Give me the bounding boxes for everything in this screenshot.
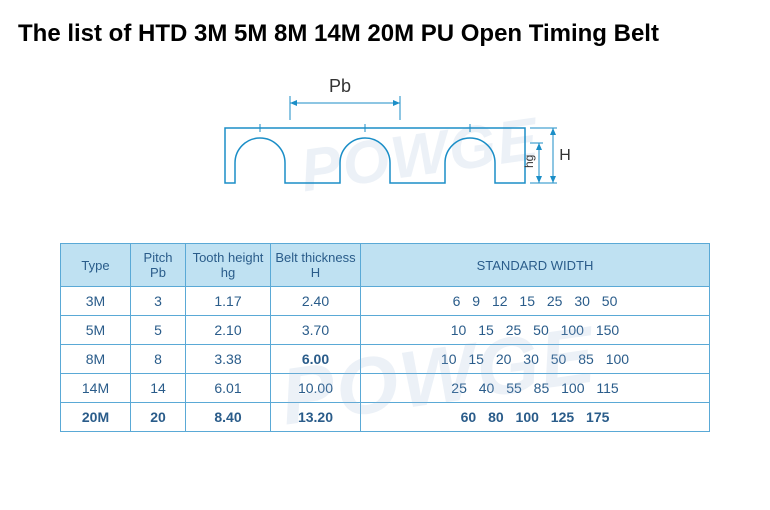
table-row: 20M208.4013.2060 80 100 125 175 (61, 403, 710, 432)
cell-thickness: 10.00 (271, 374, 361, 403)
label-hg: hg (522, 155, 536, 168)
cell-type: 8M (61, 345, 131, 374)
belt-profile-diagram: Pb H hg (0, 58, 770, 228)
cell-tooth: 8.40 (186, 403, 271, 432)
belt-profile-svg: Pb H hg (195, 68, 575, 218)
table-row: 5M52.103.7010 15 25 50 100 150 (61, 316, 710, 345)
col-header-type: Type (61, 244, 131, 287)
col-header-pitch: Pitch Pb (131, 244, 186, 287)
spec-table-container: Type Pitch Pb Tooth height hg Belt thick… (0, 228, 770, 432)
cell-tooth: 3.38 (186, 345, 271, 374)
cell-pitch: 3 (131, 287, 186, 316)
cell-tooth: 2.10 (186, 316, 271, 345)
cell-thickness: 2.40 (271, 287, 361, 316)
cell-thickness: 3.70 (271, 316, 361, 345)
col-header-thickness: Belt thickness H (271, 244, 361, 287)
cell-widths: 6 9 12 15 25 30 50 (361, 287, 710, 316)
cell-type: 20M (61, 403, 131, 432)
label-h: H (559, 147, 571, 164)
table-row: 3M31.172.406 9 12 15 25 30 50 (61, 287, 710, 316)
page-title: The list of HTD 3M 5M 8M 14M 20M PU Open… (0, 0, 770, 58)
cell-pitch: 20 (131, 403, 186, 432)
label-pb: Pb (329, 76, 351, 96)
col-header-tooth: Tooth height hg (186, 244, 271, 287)
table-row: 14M146.0110.0025 40 55 85 100 115 (61, 374, 710, 403)
cell-pitch: 14 (131, 374, 186, 403)
cell-type: 14M (61, 374, 131, 403)
cell-type: 5M (61, 316, 131, 345)
col-header-width: STANDARD WIDTH (361, 244, 710, 287)
spec-table: Type Pitch Pb Tooth height hg Belt thick… (60, 243, 710, 432)
cell-pitch: 8 (131, 345, 186, 374)
cell-thickness: 13.20 (271, 403, 361, 432)
cell-tooth: 1.17 (186, 287, 271, 316)
cell-widths: 10 15 25 50 100 150 (361, 316, 710, 345)
cell-widths: 60 80 100 125 175 (361, 403, 710, 432)
cell-tooth: 6.01 (186, 374, 271, 403)
cell-thickness: 6.00 (271, 345, 361, 374)
table-header-row: Type Pitch Pb Tooth height hg Belt thick… (61, 244, 710, 287)
cell-type: 3M (61, 287, 131, 316)
cell-widths: 10 15 20 30 50 85 100 (361, 345, 710, 374)
cell-widths: 25 40 55 85 100 115 (361, 374, 710, 403)
cell-pitch: 5 (131, 316, 186, 345)
table-row: 8M83.386.0010 15 20 30 50 85 100 (61, 345, 710, 374)
